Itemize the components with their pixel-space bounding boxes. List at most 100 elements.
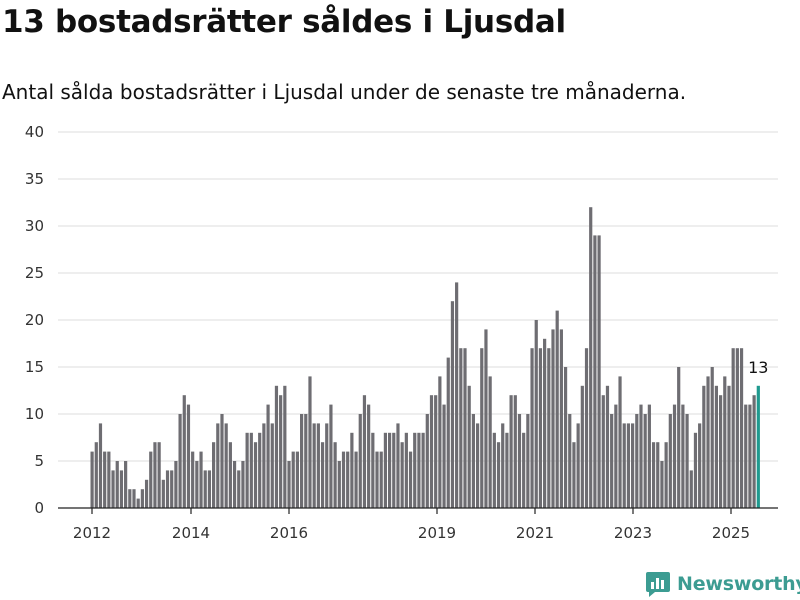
bar (442, 404, 446, 508)
bar (677, 367, 681, 508)
bar (350, 432, 354, 508)
bar (367, 404, 371, 508)
bar (128, 489, 132, 508)
bar (438, 376, 442, 508)
bar (744, 404, 748, 508)
bar (392, 432, 396, 508)
bar (170, 470, 174, 508)
bar (421, 432, 425, 508)
bar (136, 498, 140, 508)
bar (161, 479, 165, 508)
bar (488, 376, 492, 508)
bar (291, 451, 295, 508)
bar (333, 442, 337, 508)
bar (681, 404, 685, 508)
bar (387, 432, 392, 508)
bar (698, 423, 702, 508)
bar (241, 461, 245, 508)
bar (346, 451, 350, 508)
bar (668, 414, 672, 508)
bar (492, 432, 496, 508)
bar (501, 423, 505, 508)
bar (279, 395, 283, 508)
bar (459, 348, 463, 508)
bar (220, 414, 224, 508)
bar (639, 404, 643, 508)
bar (153, 442, 157, 508)
bar (182, 395, 186, 508)
brand: Newsworthy (645, 570, 800, 598)
bar (534, 320, 538, 508)
bar (270, 423, 274, 508)
bar-highlight (756, 385, 760, 508)
bar (245, 432, 249, 508)
bar (174, 461, 178, 508)
bar (622, 423, 626, 508)
bar (513, 395, 517, 508)
highlight-data-label: 13 (748, 358, 768, 377)
bar (589, 207, 593, 508)
y-tick-label: 10 (25, 405, 44, 423)
bar (132, 489, 136, 508)
x-tick-label: 2019 (418, 524, 456, 542)
bar (635, 414, 639, 508)
bar (484, 329, 488, 508)
y-tick-label: 25 (25, 264, 44, 282)
bar (287, 461, 291, 508)
bar (455, 282, 459, 508)
bar (258, 432, 262, 508)
bar (253, 442, 258, 508)
bar (450, 301, 455, 508)
bar (597, 235, 601, 508)
bar (522, 432, 526, 508)
bar (496, 442, 501, 508)
y-tick-label: 30 (25, 217, 44, 235)
bar (111, 470, 115, 508)
bar (723, 376, 727, 508)
bar (358, 414, 362, 508)
bar (320, 442, 325, 508)
bar (446, 357, 450, 508)
bar (702, 385, 706, 508)
x-tick-label: 2025 (712, 524, 750, 542)
bar (660, 461, 664, 508)
x-axis (58, 507, 778, 514)
bar (689, 470, 693, 508)
bar (304, 414, 308, 508)
bar (103, 451, 107, 508)
bar (647, 404, 651, 508)
bar (178, 414, 182, 508)
bar (329, 404, 333, 508)
brand-name: Newsworthy (677, 573, 800, 595)
bar (631, 423, 635, 508)
bar (212, 442, 216, 508)
bar (526, 414, 530, 508)
bar (354, 451, 358, 508)
bar (731, 348, 735, 508)
bar (685, 414, 689, 508)
bar (396, 423, 400, 508)
bar (400, 442, 404, 508)
bar (404, 432, 408, 508)
bar (165, 470, 170, 508)
bar (283, 385, 287, 508)
bar (651, 442, 656, 508)
bar (124, 461, 128, 508)
bar (191, 451, 195, 508)
y-tick-label: 0 (34, 499, 44, 517)
bar (693, 432, 698, 508)
bar (207, 470, 212, 508)
bar (371, 432, 375, 508)
bars (90, 207, 760, 508)
bar (735, 348, 739, 508)
bar (572, 442, 576, 508)
bar (429, 395, 434, 508)
y-tick-label: 15 (25, 358, 44, 376)
bar (94, 442, 98, 508)
bar (580, 385, 584, 508)
x-tick-label: 2014 (172, 524, 210, 542)
bar (714, 385, 719, 508)
bar (643, 414, 647, 508)
bar (563, 367, 568, 508)
